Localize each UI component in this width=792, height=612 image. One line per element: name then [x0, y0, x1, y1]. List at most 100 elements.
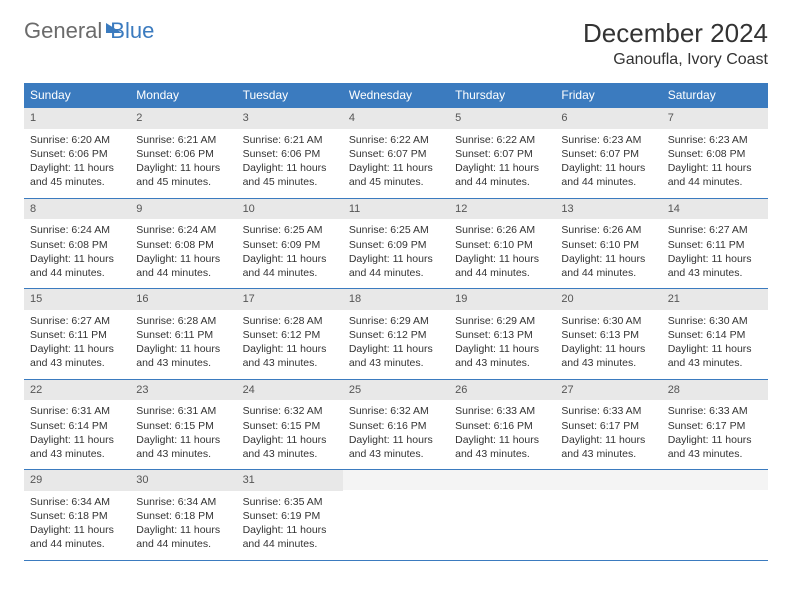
daylight-line: Daylight: 11 hours and 44 minutes. — [455, 252, 549, 280]
day-number: 4 — [343, 108, 449, 129]
sunset-line: Sunset: 6:08 PM — [668, 147, 762, 161]
empty-day-body — [449, 490, 555, 554]
day-body: Sunrise: 6:25 AMSunset: 6:09 PMDaylight:… — [343, 219, 449, 288]
sunrise-line: Sunrise: 6:21 AM — [136, 133, 230, 147]
day-body: Sunrise: 6:26 AMSunset: 6:10 PMDaylight:… — [555, 219, 661, 288]
day-number: 10 — [237, 199, 343, 220]
calendar-cell: 17Sunrise: 6:28 AMSunset: 6:12 PMDayligh… — [237, 289, 343, 380]
day-number: 18 — [343, 289, 449, 310]
day-body: Sunrise: 6:33 AMSunset: 6:16 PMDaylight:… — [449, 400, 555, 469]
sunset-line: Sunset: 6:08 PM — [136, 238, 230, 252]
brand-word-blue: Blue — [110, 18, 154, 44]
calendar-cell: 4Sunrise: 6:22 AMSunset: 6:07 PMDaylight… — [343, 108, 449, 199]
sunset-line: Sunset: 6:06 PM — [243, 147, 337, 161]
brand-logo: General Blue — [24, 18, 154, 44]
day-body: Sunrise: 6:30 AMSunset: 6:14 PMDaylight:… — [662, 310, 768, 379]
calendar-cell: 1Sunrise: 6:20 AMSunset: 6:06 PMDaylight… — [24, 108, 130, 199]
daylight-line: Daylight: 11 hours and 44 minutes. — [455, 161, 549, 189]
calendar-cell: 27Sunrise: 6:33 AMSunset: 6:17 PMDayligh… — [555, 379, 661, 470]
day-header-row: Sunday Monday Tuesday Wednesday Thursday… — [24, 83, 768, 108]
calendar-cell: 15Sunrise: 6:27 AMSunset: 6:11 PMDayligh… — [24, 289, 130, 380]
brand-word-general: General — [24, 18, 102, 44]
empty-day-body — [555, 490, 661, 554]
sunset-line: Sunset: 6:15 PM — [136, 419, 230, 433]
calendar-cell: 25Sunrise: 6:32 AMSunset: 6:16 PMDayligh… — [343, 379, 449, 470]
sunrise-line: Sunrise: 6:28 AM — [243, 314, 337, 328]
daylight-line: Daylight: 11 hours and 43 minutes. — [30, 433, 124, 461]
sunset-line: Sunset: 6:06 PM — [136, 147, 230, 161]
calendar-cell: 19Sunrise: 6:29 AMSunset: 6:13 PMDayligh… — [449, 289, 555, 380]
calendar-cell: 20Sunrise: 6:30 AMSunset: 6:13 PMDayligh… — [555, 289, 661, 380]
sunset-line: Sunset: 6:14 PM — [668, 328, 762, 342]
sunset-line: Sunset: 6:07 PM — [561, 147, 655, 161]
day-body: Sunrise: 6:25 AMSunset: 6:09 PMDaylight:… — [237, 219, 343, 288]
sunset-line: Sunset: 6:18 PM — [136, 509, 230, 523]
daylight-line: Daylight: 11 hours and 44 minutes. — [561, 161, 655, 189]
day-body: Sunrise: 6:34 AMSunset: 6:18 PMDaylight:… — [130, 491, 236, 560]
dayhead-sat: Saturday — [662, 83, 768, 108]
calendar-cell: 12Sunrise: 6:26 AMSunset: 6:10 PMDayligh… — [449, 198, 555, 289]
sunrise-line: Sunrise: 6:22 AM — [349, 133, 443, 147]
day-body: Sunrise: 6:31 AMSunset: 6:14 PMDaylight:… — [24, 400, 130, 469]
dayhead-mon: Monday — [130, 83, 236, 108]
sunrise-line: Sunrise: 6:27 AM — [30, 314, 124, 328]
calendar-cell: 24Sunrise: 6:32 AMSunset: 6:15 PMDayligh… — [237, 379, 343, 470]
sunrise-line: Sunrise: 6:33 AM — [455, 404, 549, 418]
daylight-line: Daylight: 11 hours and 44 minutes. — [136, 523, 230, 551]
sunrise-line: Sunrise: 6:34 AM — [136, 495, 230, 509]
sunrise-line: Sunrise: 6:23 AM — [668, 133, 762, 147]
daylight-line: Daylight: 11 hours and 44 minutes. — [30, 252, 124, 280]
calendar-cell: 9Sunrise: 6:24 AMSunset: 6:08 PMDaylight… — [130, 198, 236, 289]
empty-day-header — [343, 470, 449, 490]
day-number: 28 — [662, 380, 768, 401]
daylight-line: Daylight: 11 hours and 45 minutes. — [136, 161, 230, 189]
location-label: Ganoufla, Ivory Coast — [583, 51, 768, 69]
sunrise-line: Sunrise: 6:25 AM — [349, 223, 443, 237]
daylight-line: Daylight: 11 hours and 43 minutes. — [243, 433, 337, 461]
month-title: December 2024 — [583, 18, 768, 49]
dayhead-sun: Sunday — [24, 83, 130, 108]
sunset-line: Sunset: 6:16 PM — [349, 419, 443, 433]
sunrise-line: Sunrise: 6:32 AM — [243, 404, 337, 418]
sunrise-line: Sunrise: 6:25 AM — [243, 223, 337, 237]
sunrise-line: Sunrise: 6:35 AM — [243, 495, 337, 509]
sunset-line: Sunset: 6:14 PM — [30, 419, 124, 433]
sunset-line: Sunset: 6:12 PM — [243, 328, 337, 342]
day-body: Sunrise: 6:28 AMSunset: 6:11 PMDaylight:… — [130, 310, 236, 379]
sunset-line: Sunset: 6:09 PM — [349, 238, 443, 252]
day-body: Sunrise: 6:21 AMSunset: 6:06 PMDaylight:… — [130, 129, 236, 198]
daylight-line: Daylight: 11 hours and 43 minutes. — [136, 342, 230, 370]
sunset-line: Sunset: 6:10 PM — [561, 238, 655, 252]
daylight-line: Daylight: 11 hours and 43 minutes. — [455, 342, 549, 370]
day-number: 13 — [555, 199, 661, 220]
daylight-line: Daylight: 11 hours and 44 minutes. — [243, 523, 337, 551]
sunrise-line: Sunrise: 6:28 AM — [136, 314, 230, 328]
day-body: Sunrise: 6:32 AMSunset: 6:15 PMDaylight:… — [237, 400, 343, 469]
day-number: 3 — [237, 108, 343, 129]
day-number: 11 — [343, 199, 449, 220]
daylight-line: Daylight: 11 hours and 43 minutes. — [349, 433, 443, 461]
dayhead-thu: Thursday — [449, 83, 555, 108]
daylight-line: Daylight: 11 hours and 43 minutes. — [561, 342, 655, 370]
day-number: 1 — [24, 108, 130, 129]
daylight-line: Daylight: 11 hours and 44 minutes. — [136, 252, 230, 280]
day-body: Sunrise: 6:33 AMSunset: 6:17 PMDaylight:… — [555, 400, 661, 469]
calendar-cell: 26Sunrise: 6:33 AMSunset: 6:16 PMDayligh… — [449, 379, 555, 470]
daylight-line: Daylight: 11 hours and 43 minutes. — [136, 433, 230, 461]
sunset-line: Sunset: 6:13 PM — [561, 328, 655, 342]
calendar-cell: 2Sunrise: 6:21 AMSunset: 6:06 PMDaylight… — [130, 108, 236, 199]
sunrise-line: Sunrise: 6:24 AM — [136, 223, 230, 237]
calendar-week-row: 22Sunrise: 6:31 AMSunset: 6:14 PMDayligh… — [24, 379, 768, 470]
calendar-cell: 5Sunrise: 6:22 AMSunset: 6:07 PMDaylight… — [449, 108, 555, 199]
sunrise-line: Sunrise: 6:20 AM — [30, 133, 124, 147]
empty-day-body — [662, 490, 768, 554]
page-header: General Blue December 2024 Ganoufla, Ivo… — [24, 18, 768, 69]
day-body: Sunrise: 6:24 AMSunset: 6:08 PMDaylight:… — [24, 219, 130, 288]
day-number: 21 — [662, 289, 768, 310]
sunrise-line: Sunrise: 6:30 AM — [561, 314, 655, 328]
sunset-line: Sunset: 6:18 PM — [30, 509, 124, 523]
sunset-line: Sunset: 6:10 PM — [455, 238, 549, 252]
day-body: Sunrise: 6:33 AMSunset: 6:17 PMDaylight:… — [662, 400, 768, 469]
day-number: 23 — [130, 380, 236, 401]
day-body: Sunrise: 6:35 AMSunset: 6:19 PMDaylight:… — [237, 491, 343, 560]
